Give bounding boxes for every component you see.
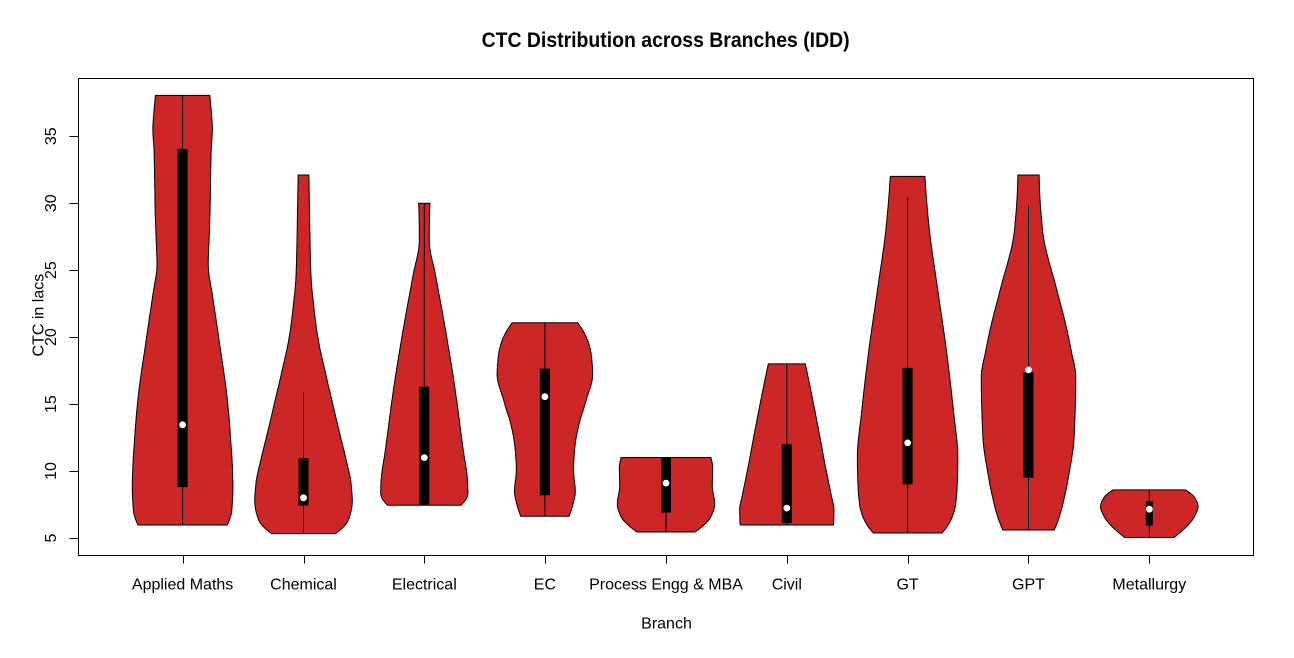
svg-text:Branch: Branch (641, 616, 692, 633)
svg-text:20: 20 (43, 328, 60, 346)
svg-text:Civil: Civil (772, 576, 802, 593)
svg-text:15: 15 (43, 395, 60, 413)
svg-text:Chemical: Chemical (270, 576, 337, 593)
svg-text:35: 35 (43, 127, 60, 145)
svg-text:Process Engg & MBA: Process Engg & MBA (589, 576, 743, 593)
svg-text:Electrical: Electrical (392, 576, 457, 593)
svg-text:Metallurgy: Metallurgy (1112, 576, 1186, 593)
svg-text:CTC Distribution across Branch: CTC Distribution across Branches (IDD) (482, 29, 850, 52)
svg-text:5: 5 (43, 533, 60, 542)
svg-text:25: 25 (43, 261, 60, 279)
svg-text:30: 30 (43, 194, 60, 212)
svg-text:10: 10 (43, 462, 60, 480)
svg-text:GT: GT (896, 576, 918, 593)
svg-text:Applied Maths: Applied Maths (132, 576, 233, 593)
svg-text:CTC in lacs: CTC in lacs (31, 274, 48, 357)
svg-text:EC: EC (534, 576, 556, 593)
svg-text:GPT: GPT (1012, 576, 1045, 593)
